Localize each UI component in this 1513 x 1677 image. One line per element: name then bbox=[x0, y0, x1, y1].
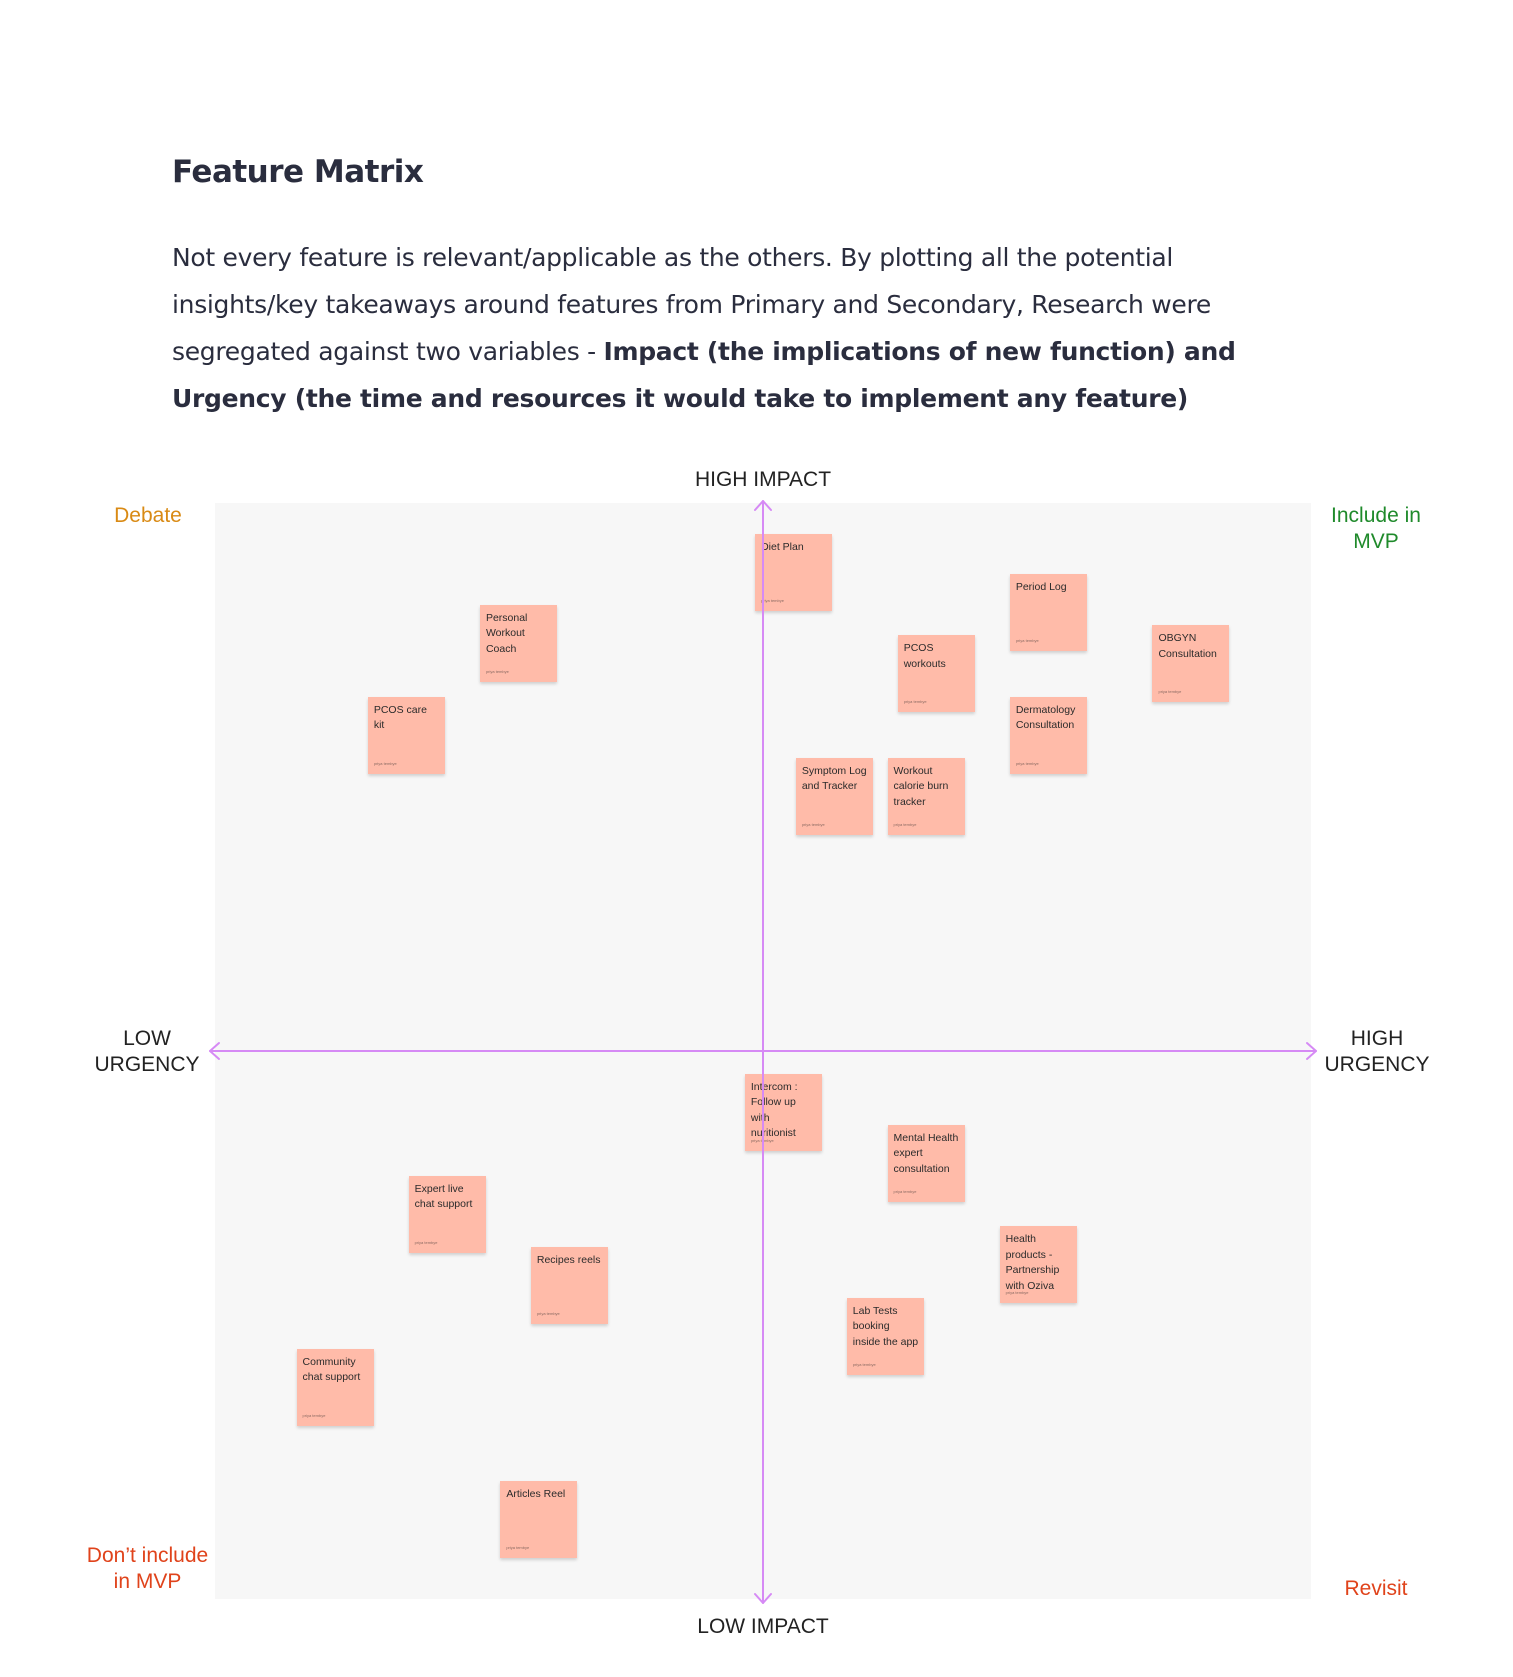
sticky-note[interactable]: Articles Reel priya tembye bbox=[500, 1481, 578, 1559]
axis-label-low-urgency: LOW URGENCY bbox=[94, 1027, 200, 1076]
sticky-note-text: Recipes reels bbox=[536, 1253, 601, 1266]
intro-text: Not every feature is relevant/applicable… bbox=[172, 243, 1211, 366]
sticky-note[interactable]: Expert live chat support priya tembye bbox=[408, 1175, 486, 1253]
sticky-note-text: PCOS care kit bbox=[373, 703, 427, 732]
sticky-note[interactable]: PCOS workouts priya tembye bbox=[897, 635, 975, 713]
sticky-note-author: priya tembye bbox=[852, 1361, 876, 1367]
axis-label-low-impact: LOW IMPACT bbox=[697, 1615, 829, 1638]
sticky-note-text: Period Log bbox=[1015, 581, 1067, 594]
sticky-note-author: priya tembye bbox=[1005, 1290, 1029, 1296]
sticky-note-text: Mental Health expert consultation bbox=[893, 1131, 959, 1175]
sticky-note[interactable]: Period Log priya tembye bbox=[1009, 574, 1087, 652]
sticky-note-text: Workout calorie burn tracker bbox=[893, 764, 949, 808]
quadrant-label-dont-include: Don’t include in MVP bbox=[86, 1544, 209, 1593]
sticky-note-text: Diet Plan bbox=[761, 540, 804, 553]
axis-label-high-impact: HIGH IMPACT bbox=[694, 468, 832, 491]
quadrant-label-revisit: Revisit bbox=[1344, 1577, 1408, 1600]
sticky-note-author: priya tembye bbox=[373, 760, 397, 766]
sticky-note-author: priya tembye bbox=[1015, 638, 1039, 644]
sticky-note-text: PCOS workouts bbox=[903, 642, 946, 670]
sticky-note-text: Articles Reel bbox=[506, 1488, 566, 1501]
sticky-note[interactable]: OBGYN Consultation priya tembye bbox=[1152, 625, 1230, 703]
sticky-note-author: priya tembye bbox=[536, 1310, 560, 1316]
sticky-note[interactable]: Dermatology Consultation priya tembye bbox=[1009, 696, 1087, 774]
sticky-note-text: Symptom Log and Tracker bbox=[801, 764, 867, 793]
sticky-note-text: Dermatology Consultation bbox=[1015, 703, 1076, 732]
sticky-note-text: Personal Workout Coach bbox=[485, 611, 528, 655]
sticky-note[interactable]: Lab Tests booking inside the app priya te… bbox=[846, 1297, 924, 1375]
sticky-note-author: priya tembye bbox=[761, 597, 784, 603]
sticky-note-text: Intercom : Follow up with nuritionist bbox=[750, 1080, 798, 1140]
sticky-note[interactable]: Workout calorie burn tracker priya tembye bbox=[887, 757, 965, 835]
sticky-note[interactable]: Mental Health expert consultation priya t… bbox=[887, 1124, 965, 1202]
sticky-note[interactable]: Symptom Log and Tracker priya tembye bbox=[795, 757, 873, 835]
sticky-note-author: priya tembye bbox=[485, 668, 509, 674]
sticky-note-text: Community chat support bbox=[302, 1355, 361, 1384]
sticky-note-text: OBGYN Consultation bbox=[1158, 632, 1217, 660]
sticky-note-text: Expert live chat support bbox=[414, 1182, 473, 1211]
matrix-board: Diet Plan priya tembye Period Log priya tem… bbox=[215, 503, 1311, 1599]
sticky-note-author: priya tembye bbox=[750, 1137, 774, 1143]
sticky-note[interactable]: PCOS care kit priya tembye bbox=[367, 696, 445, 774]
intro-paragraph: Not every feature is relevant/applicable… bbox=[172, 234, 1312, 422]
sticky-note-author: priya tembye bbox=[893, 1188, 917, 1194]
sticky-note[interactable]: Diet Plan priya tembye bbox=[755, 533, 833, 611]
intro-emphasis: Impact (the implications of new function… bbox=[172, 337, 1236, 413]
axis-label-high-urgency: HIGH URGENCY bbox=[1324, 1027, 1430, 1076]
sticky-note-author: priya tembye bbox=[1158, 689, 1182, 695]
quadrant-label-debate: Debate bbox=[114, 504, 182, 527]
sticky-note[interactable]: Intercom : Follow up with nuritionist pri… bbox=[744, 1073, 822, 1151]
page-title: Feature Matrix bbox=[172, 154, 424, 190]
sticky-note-author: priya tembye bbox=[1015, 760, 1039, 766]
sticky-note[interactable]: Personal Workout Coach priya tembye bbox=[479, 604, 557, 682]
sticky-note-author: priya tembye bbox=[801, 821, 825, 827]
sticky-note[interactable]: Recipes reels priya tembye bbox=[530, 1246, 608, 1324]
sticky-note-author: priya tembye bbox=[414, 1239, 438, 1245]
sticky-note-text: Lab Tests booking inside the app bbox=[852, 1304, 919, 1348]
sticky-note-text: Health products - Partnership with Oziva bbox=[1005, 1233, 1060, 1292]
quadrant-label-include-in-mvp: Include in MVP bbox=[1331, 504, 1421, 553]
sticky-note-author: priya tembye bbox=[893, 821, 917, 827]
sticky-note-author: priya tembye bbox=[302, 1412, 326, 1418]
sticky-note-author: priya tembye bbox=[903, 699, 927, 705]
sticky-note[interactable]: Health products - Partnership with Oziva… bbox=[999, 1226, 1077, 1304]
sticky-note-author: priya tembye bbox=[506, 1545, 530, 1551]
sticky-note[interactable]: Community chat support priya tembye bbox=[296, 1348, 374, 1426]
